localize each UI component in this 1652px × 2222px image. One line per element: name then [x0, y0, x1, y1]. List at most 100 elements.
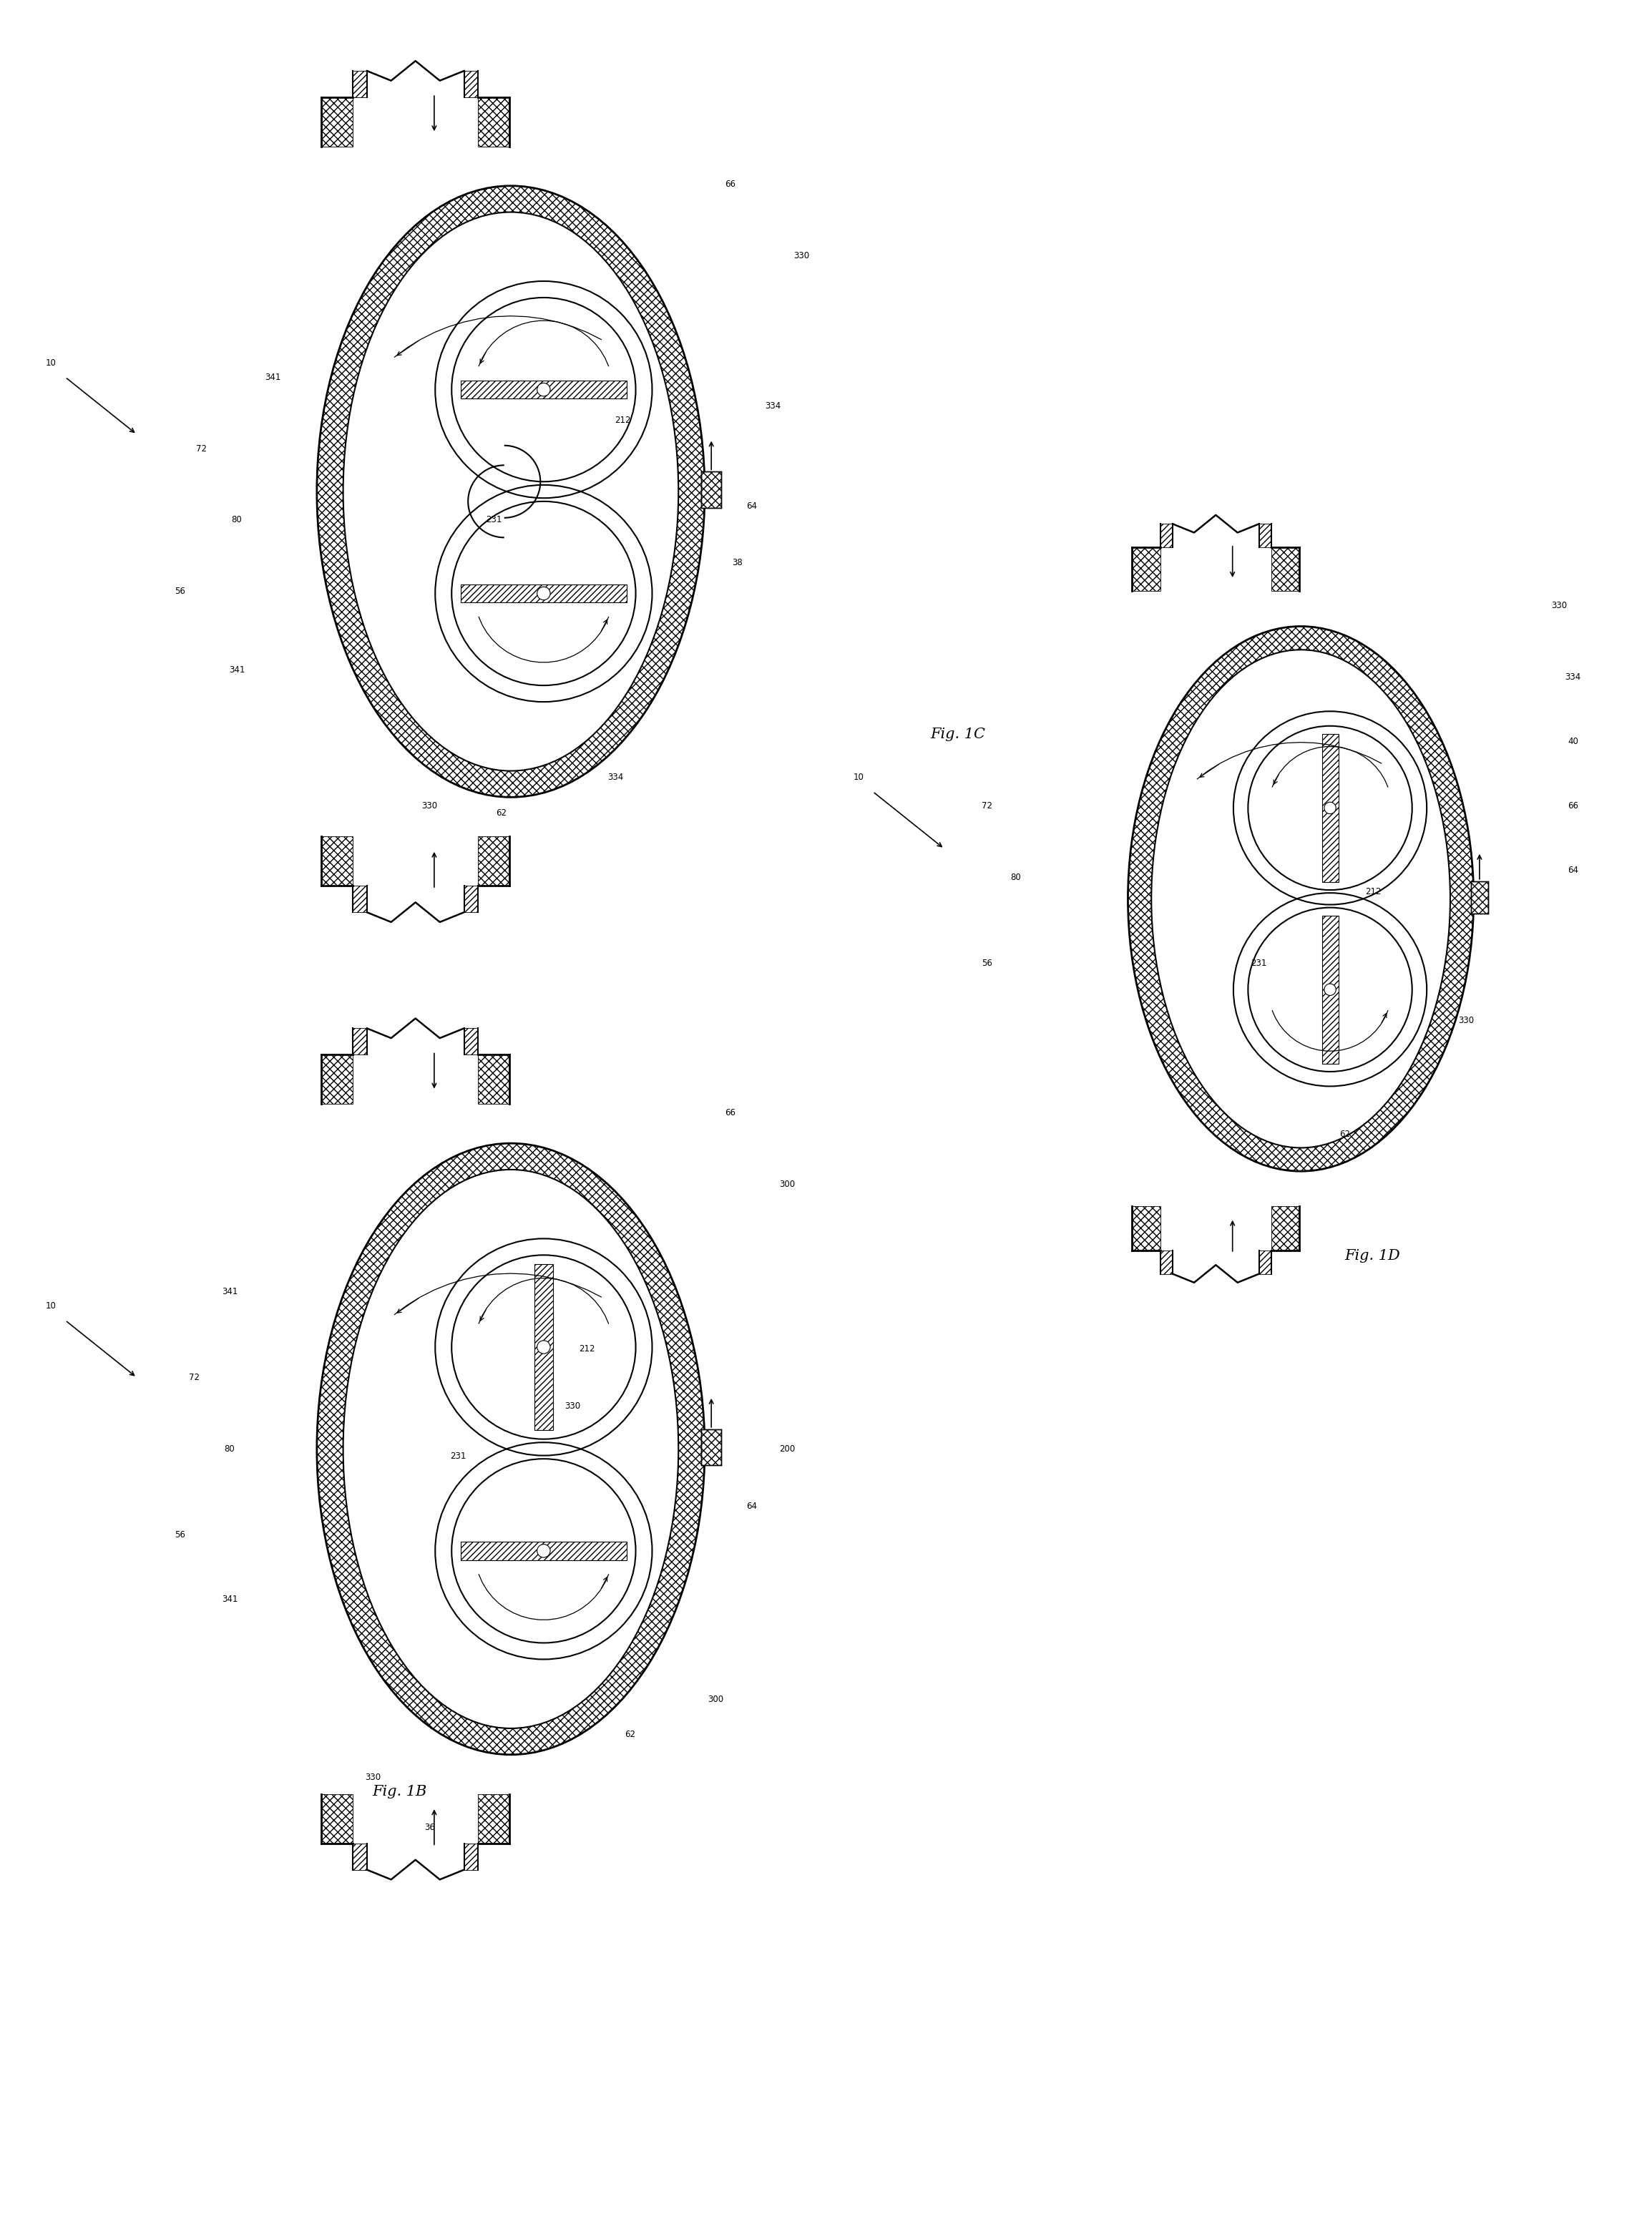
Bar	[354, 887, 367, 913]
Circle shape	[537, 587, 550, 600]
Bar	[477, 98, 509, 147]
Bar	[461, 584, 626, 602]
Circle shape	[537, 1544, 550, 1558]
Text: 330: 330	[421, 802, 438, 811]
Circle shape	[1247, 727, 1412, 891]
Bar	[1322, 915, 1338, 1064]
Text: 80: 80	[231, 516, 243, 524]
Bar	[464, 887, 477, 913]
Bar	[702, 471, 722, 509]
Text: 56: 56	[175, 1531, 185, 1540]
Text: 334: 334	[765, 402, 781, 411]
Bar	[1322, 733, 1338, 882]
Text: 300: 300	[780, 1180, 795, 1189]
Bar	[1272, 1207, 1300, 1251]
Ellipse shape	[317, 187, 705, 798]
Bar	[464, 71, 477, 98]
Ellipse shape	[344, 211, 679, 771]
Bar	[322, 838, 354, 887]
Text: 64: 64	[747, 1502, 757, 1511]
Circle shape	[1325, 984, 1336, 995]
Text: 212: 212	[615, 416, 631, 424]
Text: 72: 72	[981, 802, 993, 811]
Bar	[477, 1055, 509, 1104]
Text: 62: 62	[1340, 1131, 1350, 1140]
Text: 38: 38	[732, 558, 742, 567]
Bar	[535, 1264, 553, 1431]
Circle shape	[1247, 907, 1412, 1071]
Text: 10: 10	[852, 773, 864, 782]
Bar	[354, 71, 367, 98]
Circle shape	[451, 502, 636, 684]
Bar	[477, 838, 509, 887]
Bar	[461, 380, 626, 398]
Text: 231: 231	[486, 516, 502, 524]
Bar	[1259, 524, 1272, 547]
Text: 56: 56	[175, 587, 185, 595]
Text: Fig. 1C: Fig. 1C	[930, 727, 985, 742]
Circle shape	[451, 1460, 636, 1642]
Bar	[461, 1542, 626, 1560]
Bar	[702, 1429, 722, 1464]
Bar	[464, 1029, 477, 1055]
Text: 212: 212	[578, 1344, 595, 1353]
Bar	[354, 1029, 367, 1055]
Text: 10: 10	[46, 1302, 56, 1311]
Text: 66: 66	[1568, 802, 1578, 811]
Text: 212: 212	[1365, 887, 1381, 895]
Text: 72: 72	[188, 1373, 200, 1382]
Bar	[1160, 1251, 1173, 1273]
Text: 64: 64	[747, 502, 757, 511]
Circle shape	[1325, 802, 1336, 813]
Circle shape	[537, 382, 550, 396]
Text: 330: 330	[793, 251, 809, 260]
Text: 300: 300	[707, 1695, 724, 1704]
Bar	[322, 1793, 354, 1844]
Text: 341: 341	[230, 664, 244, 675]
Text: 231: 231	[451, 1451, 466, 1460]
Ellipse shape	[344, 1169, 679, 1729]
Bar	[322, 98, 354, 147]
Bar	[322, 1055, 354, 1104]
Bar	[354, 1844, 367, 1869]
Ellipse shape	[1128, 627, 1474, 1171]
Circle shape	[451, 298, 636, 482]
Text: 62: 62	[496, 809, 507, 818]
Bar	[1132, 547, 1160, 591]
Circle shape	[451, 1255, 636, 1440]
Bar	[1259, 1251, 1272, 1273]
Text: 40: 40	[1568, 738, 1578, 747]
Text: 341: 341	[221, 1287, 238, 1295]
Text: 200: 200	[780, 1444, 795, 1453]
Text: 330: 330	[1551, 602, 1566, 611]
Text: 10: 10	[46, 358, 56, 367]
Text: 64: 64	[1568, 867, 1578, 875]
Bar	[1470, 882, 1488, 913]
Text: 66: 66	[725, 180, 735, 189]
Text: 80: 80	[225, 1444, 235, 1453]
Text: 341: 341	[264, 373, 281, 382]
Bar	[1132, 1207, 1160, 1251]
Text: 334: 334	[1564, 673, 1581, 682]
Text: 62: 62	[624, 1731, 636, 1740]
Text: 341: 341	[221, 1595, 238, 1604]
Text: 330: 330	[565, 1402, 580, 1411]
Text: 56: 56	[981, 958, 993, 969]
Text: 334: 334	[608, 773, 623, 782]
Text: 330: 330	[1459, 1015, 1474, 1024]
Bar	[477, 1793, 509, 1844]
Text: 72: 72	[195, 444, 206, 453]
Text: 66: 66	[725, 1109, 735, 1118]
Text: 231: 231	[1251, 958, 1267, 969]
Bar	[464, 1844, 477, 1869]
Text: Fig. 1B: Fig. 1B	[373, 1784, 428, 1800]
Text: Fig. 1D: Fig. 1D	[1345, 1249, 1399, 1262]
Ellipse shape	[317, 1144, 705, 1755]
Bar	[1160, 524, 1173, 547]
Text: 36: 36	[425, 1822, 434, 1833]
Ellipse shape	[1151, 649, 1450, 1149]
Text: 330: 330	[365, 1773, 380, 1782]
Circle shape	[537, 1340, 550, 1353]
Bar	[1272, 547, 1300, 591]
Text: 80: 80	[1011, 873, 1021, 882]
